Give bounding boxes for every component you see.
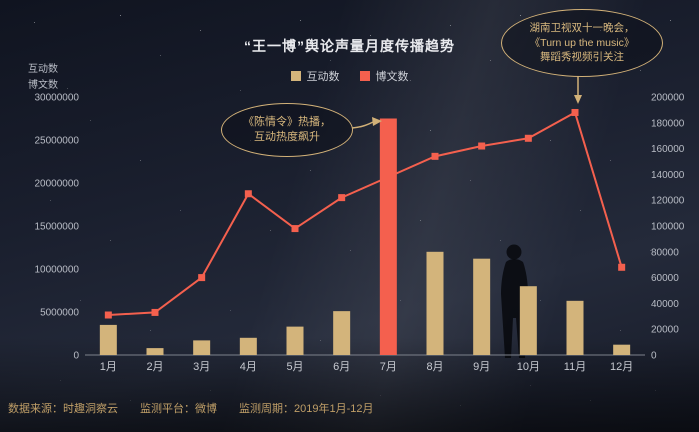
right-axis-tick: 100000 <box>651 222 685 233</box>
left-axis-tick: 20000000 <box>35 179 80 190</box>
annotation-july: 《陈情令》热播， 互动热度飙升 <box>221 103 353 157</box>
legend: 互动数 博文数 <box>0 68 699 84</box>
line-point-12月 <box>618 263 626 271</box>
interactions-swatch-icon <box>290 71 301 81</box>
right-axis-tick: 120000 <box>651 196 685 207</box>
bar-12月 <box>613 344 631 355</box>
annotation-july-line1: 《陈情令》热播， <box>243 115 331 128</box>
annotation-november-line1: 湖南卫视双十一晚会， <box>529 21 635 34</box>
line-point-2月 <box>151 308 159 316</box>
annotation-july-line2: 互动热度飙升 <box>254 131 320 143</box>
right-axis-tick: 40000 <box>651 299 679 310</box>
right-axis-tick: 160000 <box>651 144 685 155</box>
line-point-4月 <box>244 190 252 198</box>
left-axis-title-interactions: 互动数 <box>28 64 58 75</box>
annotation-november-line2: 《Turn up the music》 <box>529 36 635 49</box>
left-axis-tick: 15000000 <box>35 222 80 233</box>
right-axis-tick: 180000 <box>651 118 685 129</box>
right-axis-tick: 200000 <box>651 93 685 104</box>
x-axis-label: 1月 <box>100 361 117 373</box>
right-axis-tick: 140000 <box>651 170 685 181</box>
legend-label-interactions: 互动数 <box>306 71 340 83</box>
footer-period: 监测周期：2019年1月-12月 <box>239 403 374 415</box>
right-axis-tick: 20000 <box>651 325 679 336</box>
x-axis-label: 5月 <box>286 361 303 373</box>
right-axis-tick: 80000 <box>651 247 679 258</box>
left-axis-tick: 10000000 <box>35 265 80 276</box>
bar-5月 <box>286 326 304 355</box>
bar-3月 <box>193 340 211 355</box>
x-axis-label: 12月 <box>610 361 633 373</box>
x-axis-label: 7月 <box>380 361 397 373</box>
left-axis-tick: 30000000 <box>35 93 80 104</box>
right-axis-tick: 60000 <box>651 273 679 284</box>
left-axis-title-posts: 博文数 <box>28 80 58 91</box>
x-axis-label: 10月 <box>517 361 540 373</box>
left-axis-tick: 5000000 <box>40 308 79 319</box>
legend-item-posts[interactable]: 博文数 <box>359 68 409 84</box>
line-point-9月 <box>478 142 486 150</box>
bar-6月 <box>333 311 351 355</box>
x-axis-label: 6月 <box>333 361 350 373</box>
line-point-8月 <box>431 152 439 160</box>
line-point-6月 <box>338 194 346 202</box>
line-point-5月 <box>291 225 299 233</box>
bar-11月 <box>566 300 584 355</box>
footer-platform: 监测平台：微博 <box>140 403 217 415</box>
x-axis-label: 3月 <box>193 361 210 373</box>
bar-4月 <box>239 337 257 355</box>
bar-7月 <box>379 118 397 355</box>
bar-2月 <box>146 348 164 355</box>
legend-item-interactions[interactable]: 互动数 <box>290 68 340 84</box>
chart-title: “王一博”舆论声量月度传播趋势 <box>244 38 455 54</box>
line-point-10月 <box>524 134 532 142</box>
bar-8月 <box>426 251 444 355</box>
left-axis-tick: 0 <box>73 351 79 362</box>
posts-swatch-icon <box>359 71 370 81</box>
x-axis-label: 2月 <box>146 361 163 373</box>
footer-source: 数据来源：时趣洞察云 <box>8 403 118 415</box>
x-axis-label: 4月 <box>240 361 257 373</box>
line-point-11月 <box>571 108 579 116</box>
line-point-3月 <box>198 274 206 282</box>
bar-9月 <box>473 258 491 355</box>
right-axis-tick: 0 <box>651 351 657 362</box>
bar-10月 <box>519 286 537 355</box>
line-point-1月 <box>104 311 112 319</box>
annotation-november-line3: 舞蹈秀视频引关注 <box>540 51 624 64</box>
annotation-november: 湖南卫视双十一晚会， 《Turn up the music》 舞蹈秀视频引关注 <box>501 9 663 77</box>
x-axis-label: 9月 <box>473 361 490 373</box>
left-axis-tick: 25000000 <box>35 136 80 147</box>
bar-1月 <box>99 324 117 355</box>
x-axis-label: 8月 <box>426 361 443 373</box>
line-series <box>108 111 623 317</box>
legend-label-posts: 博文数 <box>375 71 409 83</box>
footer: 数据来源：时趣洞察云 监测平台：微博 监测周期：2019年1月-12月 <box>8 400 374 416</box>
x-axis-label: 11月 <box>564 361 586 373</box>
